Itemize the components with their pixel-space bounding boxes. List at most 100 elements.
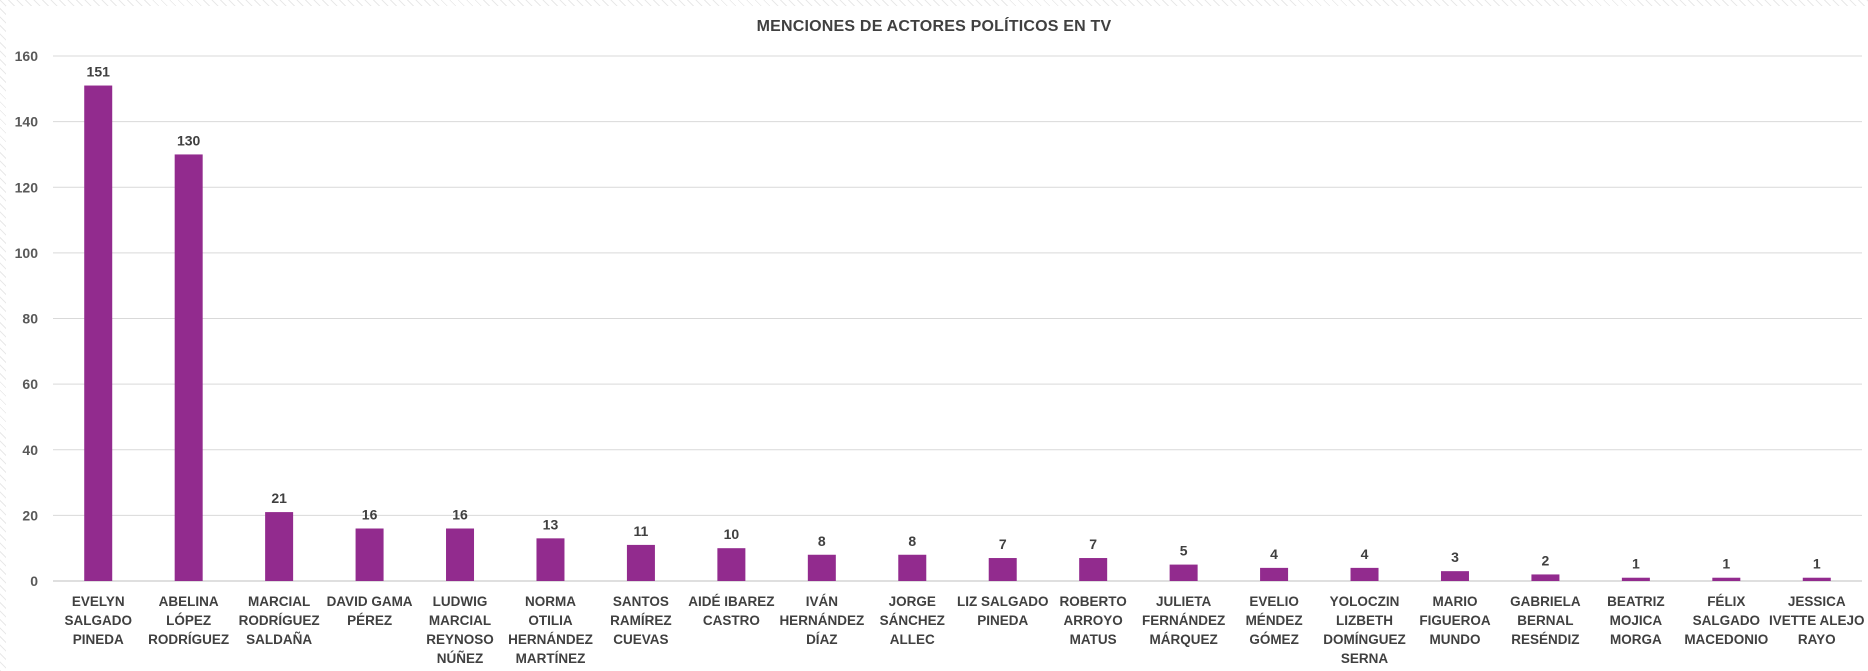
data-label: 7 <box>1089 536 1097 552</box>
x-tick-label: EVELYN SALGADO PINEDA <box>64 594 132 647</box>
data-label: 4 <box>1270 546 1278 562</box>
x-tick-label-line: MATUS <box>1070 632 1117 647</box>
x-tick-label-line: PINEDA <box>73 632 124 647</box>
x-tick-label-line: LÓPEZ <box>166 613 211 628</box>
x-tick-label-line: YOLOCZIN <box>1330 594 1400 609</box>
x-tick-label-line: OTILIA <box>528 613 572 628</box>
x-tick-label-line: BEATRIZ <box>1607 594 1665 609</box>
data-label: 11 <box>634 523 649 539</box>
x-tick-label: LIZ SALGADO PINEDA <box>957 594 1049 628</box>
x-tick-label-line: MARTÍNEZ <box>516 651 586 666</box>
x-tick-label-line: FERNÁNDEZ <box>1142 613 1225 628</box>
x-tick-label-line: MOJICA <box>1610 613 1663 628</box>
x-tick-label-line: DOMÍNGUEZ <box>1323 632 1406 647</box>
x-tick-label-line: ABELINA <box>159 594 219 609</box>
data-label: 3 <box>1451 549 1459 565</box>
x-tick-label-line: REYNOSO <box>426 632 494 647</box>
gridlines <box>53 55 1862 582</box>
x-tick-label: GABRIELA BERNAL RESÉNDIZ <box>1510 594 1581 647</box>
x-tick-label-line: NORMA <box>525 594 576 609</box>
x-tick-label: ROBERTO ARROYO MATUS <box>1060 594 1127 647</box>
bar <box>84 85 113 581</box>
bars <box>84 85 1831 581</box>
bar <box>355 528 384 581</box>
x-tick-label-line: EVELIO <box>1249 594 1299 609</box>
y-tick-label: 140 <box>15 114 39 130</box>
data-label: 10 <box>724 526 740 542</box>
bar <box>1350 567 1379 581</box>
bar <box>1712 577 1741 581</box>
data-label: 16 <box>452 507 468 523</box>
y-tick-label: 120 <box>15 179 39 195</box>
x-tick-label: ABELINA LÓPEZ RODRÍGUEZ <box>148 594 229 647</box>
x-tick-label-line: LIZBETH <box>1336 613 1393 628</box>
x-tick-label-line: MACEDONIO <box>1684 632 1768 647</box>
bar <box>807 554 836 581</box>
x-tick-label-line: RAMÍREZ <box>610 613 672 628</box>
bar <box>988 558 1017 581</box>
x-tick-label-line: LUDWIG <box>433 594 488 609</box>
bar <box>1531 574 1560 581</box>
bar <box>536 538 565 581</box>
x-tick-label: DAVID GAMA PÉREZ <box>327 594 413 628</box>
y-tick-label: 60 <box>22 376 38 392</box>
x-tick-label-line: MARIO <box>1432 594 1477 609</box>
bar <box>265 512 294 581</box>
bar <box>1260 567 1289 581</box>
x-tick-label-line: ROBERTO <box>1060 594 1127 609</box>
data-label: 1 <box>1632 556 1640 572</box>
bar <box>1079 558 1108 581</box>
data-label: 8 <box>908 533 916 549</box>
data-label: 130 <box>177 132 201 148</box>
x-tick-label: NORMA OTILIA HERNÁNDEZ MARTÍNEZ <box>508 594 593 666</box>
x-axis-labels: EVELYN SALGADO PINEDA ABELINA LÓPEZ RODRÍGUEZ… <box>64 594 1864 666</box>
bar <box>1802 577 1831 581</box>
bar <box>1621 577 1650 581</box>
x-tick-label-line: GÓMEZ <box>1249 632 1299 647</box>
x-tick-label-line: IVETTE ALEJO <box>1769 613 1865 628</box>
chart-area <box>6 6 1868 671</box>
x-tick-label-line: CUEVAS <box>613 632 668 647</box>
x-tick-label: YOLOCZIN LIZBETH DOMÍNGUEZ SERNA <box>1323 594 1406 666</box>
x-tick-label-line: MÁRQUEZ <box>1150 632 1218 647</box>
data-label: 13 <box>543 516 559 532</box>
data-label: 5 <box>1180 543 1188 559</box>
x-tick-label-line: EVELYN <box>72 594 125 609</box>
x-tick-label-line: MARCIAL <box>429 613 491 628</box>
bar <box>446 528 475 581</box>
data-label: 1 <box>1722 556 1730 572</box>
y-tick-label: 80 <box>22 311 38 327</box>
bar <box>1169 564 1198 581</box>
x-tick-label: JULIETA FERNÁNDEZ MÁRQUEZ <box>1142 594 1225 647</box>
bar <box>1440 571 1469 581</box>
x-tick-label-line: AIDÉ IBAREZ <box>688 594 774 609</box>
x-tick-label-line: MÉNDEZ <box>1246 613 1303 628</box>
x-tick-label: MARIO FIGUEROA MUNDO <box>1419 594 1491 647</box>
x-tick-label-line: JORGE <box>889 594 936 609</box>
x-tick-label: AIDÉ IBAREZ CASTRO <box>688 594 774 628</box>
x-tick-label-line: JESSICA <box>1788 594 1846 609</box>
x-tick-label-line: RAYO <box>1798 632 1836 647</box>
x-tick-label: LUDWIG MARCIAL REYNOSO NÚÑEZ <box>426 594 494 666</box>
data-label: 8 <box>818 533 826 549</box>
data-label: 7 <box>999 536 1007 552</box>
data-label: 4 <box>1361 546 1369 562</box>
data-label: 151 <box>87 64 111 80</box>
x-tick-label-line: NÚÑEZ <box>437 651 484 666</box>
x-tick-label-line: PÉREZ <box>347 613 392 628</box>
x-tick-label-line: SANTOS <box>613 594 669 609</box>
x-tick-label-line: RESÉNDIZ <box>1511 632 1579 647</box>
x-tick-label-line: HERNÁNDEZ <box>779 613 864 628</box>
x-tick-label: JORGE SÁNCHEZ ALLEC <box>880 594 945 647</box>
x-tick-label-line: FÉLIX <box>1707 594 1745 609</box>
data-label: 21 <box>271 490 287 506</box>
x-tick-label-line: MUNDO <box>1429 632 1480 647</box>
x-tick-label-line: SALDAÑA <box>246 632 312 647</box>
y-tick-label: 20 <box>22 507 38 523</box>
x-tick-label-line: GABRIELA <box>1510 594 1581 609</box>
x-tick-label-line: ALLEC <box>890 632 935 647</box>
data-label: 16 <box>362 507 378 523</box>
x-tick-label-line: IVÁN <box>806 594 838 609</box>
